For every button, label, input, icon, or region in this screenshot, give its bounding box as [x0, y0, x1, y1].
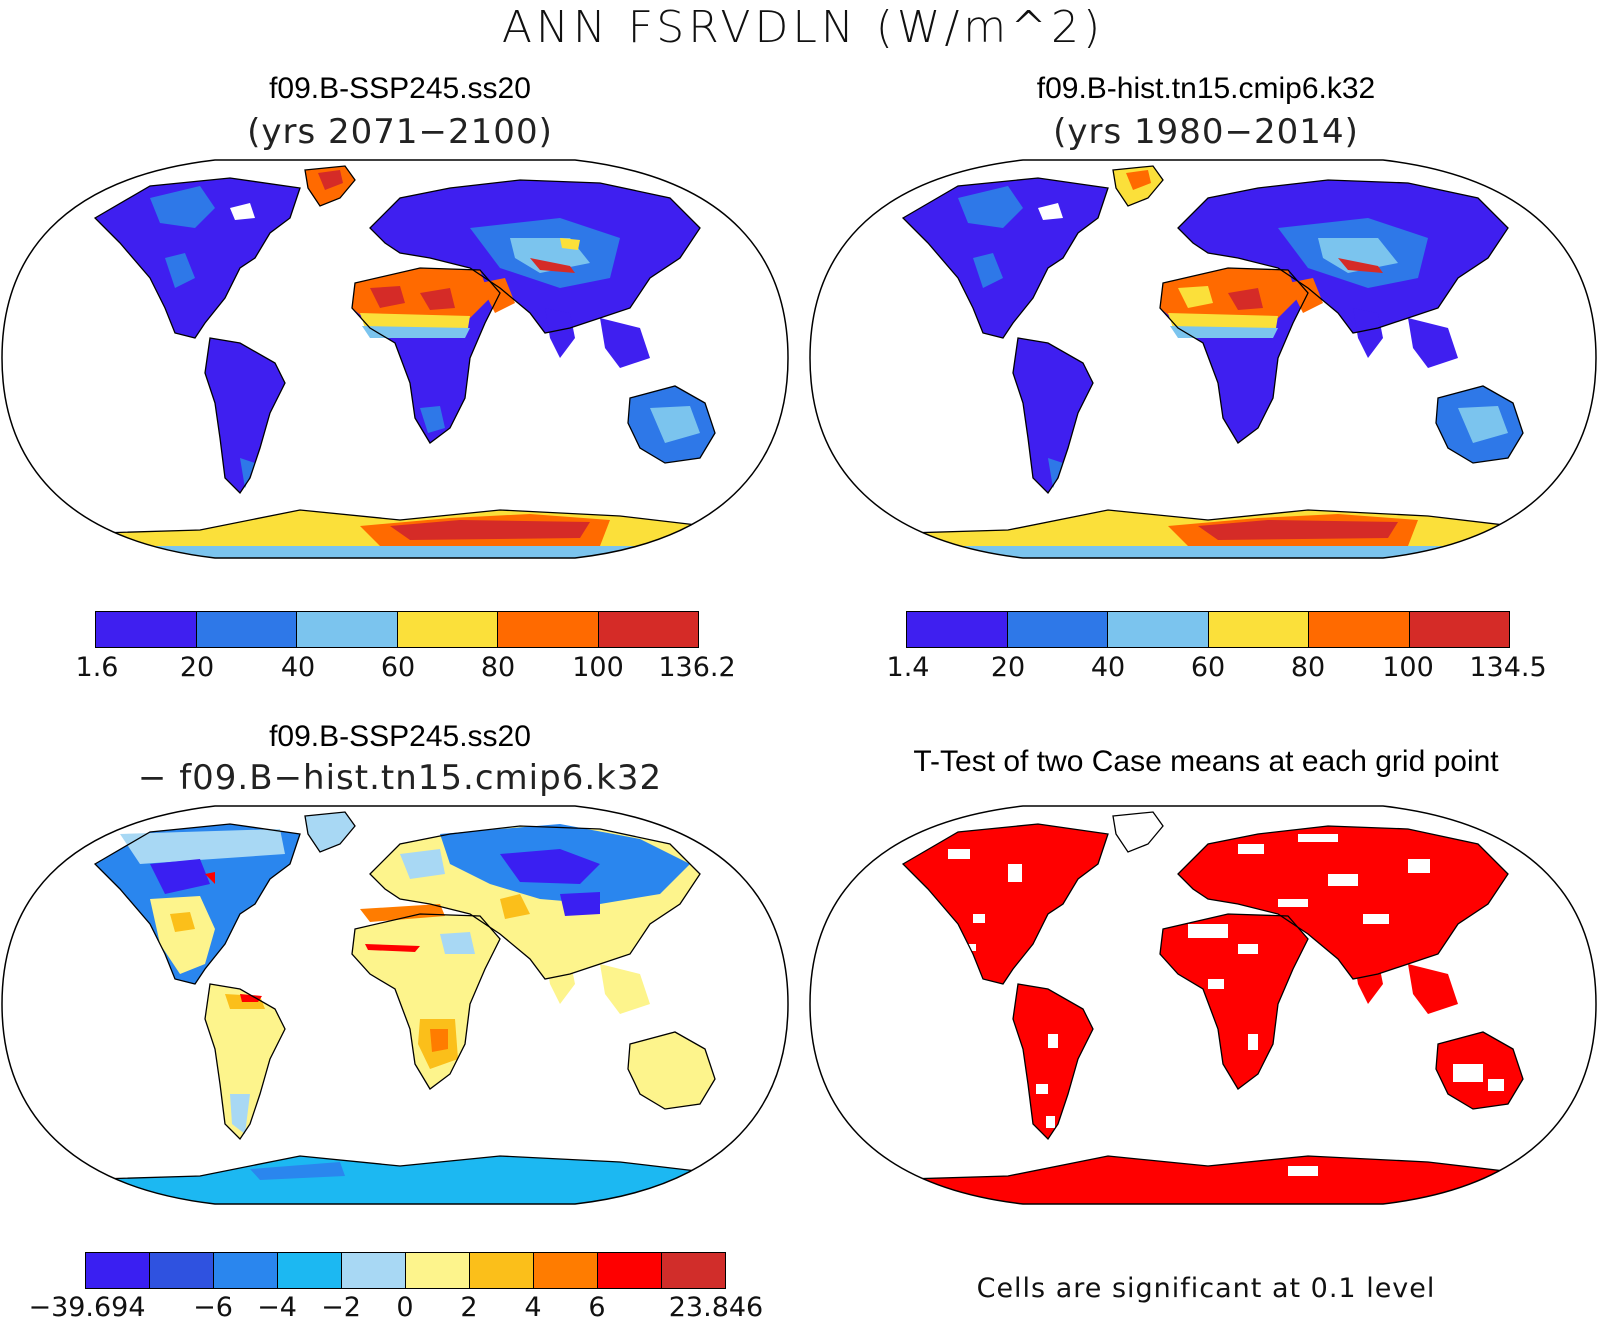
panel4-title: T-Test of two Case means at each grid po…	[913, 745, 1499, 778]
panel1-colorbar-label: 40	[280, 652, 316, 683]
panel3-map-svg	[1, 805, 789, 1205]
panel3-colorbar-swatch	[214, 1253, 278, 1288]
panel1-land	[2, 166, 788, 558]
panel4-map	[808, 804, 1598, 1211]
panel2-colorbar-label: 60	[1190, 652, 1226, 683]
panel1-colorbar-swatch	[397, 612, 498, 647]
panel2-map-svg	[809, 159, 1597, 559]
panel3-colorbar-swatch	[278, 1253, 342, 1288]
panel1-colorbar-swatch	[196, 612, 297, 647]
panel1-colorbar-swatch	[96, 612, 197, 647]
panel3-colorbar-swatch	[342, 1253, 406, 1288]
significance-note: Cells are significant at 0.1 level	[976, 1273, 1436, 1304]
panel2-map	[808, 158, 1598, 565]
panel1-colorbar	[95, 611, 699, 648]
panel1-colorbar-label: 1.6	[75, 652, 119, 683]
panel1-colorbar-label: 100	[572, 652, 624, 683]
panel3-title: f09.B-SSP245.ss20	[269, 720, 531, 753]
panel3-colorbar-label: −4	[257, 1292, 297, 1323]
panel3-colorbar-swatch	[470, 1253, 534, 1288]
panel2-colorbar-label: 80	[1290, 652, 1326, 683]
panel2-land	[810, 166, 1596, 558]
panel1-subtitle: (yrs 2071−2100)	[247, 112, 553, 152]
panel3-colorbar-label: 6	[588, 1292, 606, 1323]
panel2-colorbar	[906, 611, 1510, 648]
panel4-map-svg	[809, 805, 1597, 1205]
panel3-colorbar	[85, 1252, 726, 1289]
panel2-colorbar-label: 1.4	[886, 652, 930, 683]
panel3-colorbar-swatch	[406, 1253, 470, 1288]
panel1-colorbar-swatch	[297, 612, 398, 647]
panel4-land	[810, 812, 1596, 1204]
panel3-colorbar-label: −6	[193, 1292, 233, 1323]
panel2-colorbar-label: 134.5	[1469, 652, 1547, 683]
panel3-subtitle: − f09.B−hist.tn15.cmip6.k32	[137, 758, 663, 798]
panel3-map	[0, 804, 790, 1211]
panel3-colorbar-swatch	[86, 1253, 150, 1288]
panel3-colorbar-swatch	[662, 1253, 725, 1288]
panel3-colorbar-label: 23.846	[668, 1292, 764, 1323]
panel1-colorbar-label: 20	[179, 652, 215, 683]
panel2-colorbar-label: 40	[1090, 652, 1126, 683]
panel2-colorbar-label: 20	[990, 652, 1026, 683]
panel3-colorbar-label: −39.694	[28, 1292, 146, 1323]
panel3-colorbar-label: 0	[396, 1292, 414, 1323]
panel1-colorbar-swatch	[498, 612, 599, 647]
panel3-land	[2, 812, 788, 1204]
panel3-colorbar-label: 2	[460, 1292, 478, 1323]
panel1-colorbar-label: 80	[480, 652, 516, 683]
panel1-colorbar-label: 136.2	[658, 652, 736, 683]
panel3-colorbar-label: 4	[524, 1292, 542, 1323]
panel1-title: f09.B-SSP245.ss20	[269, 72, 531, 105]
panel2-subtitle: (yrs 1980−2014)	[1053, 112, 1359, 152]
panel2-colorbar-swatch	[1208, 612, 1309, 647]
panel2-colorbar-swatch	[1007, 612, 1108, 647]
panel1-map-svg	[1, 159, 789, 559]
panel2-colorbar-label: 100	[1382, 652, 1434, 683]
panel3-colorbar-swatch	[534, 1253, 598, 1288]
panel2-colorbar-swatch	[1309, 612, 1410, 647]
figure-title: ANN FSRVDLN (W/m^2)	[501, 2, 1105, 53]
panel3-colorbar-swatch	[598, 1253, 662, 1288]
panel3-colorbar-label: −2	[321, 1292, 361, 1323]
panel1-map	[0, 158, 790, 565]
panel1-colorbar-swatch	[598, 612, 698, 647]
panel3-colorbar-swatch	[150, 1253, 214, 1288]
panel2-colorbar-swatch	[1108, 612, 1209, 647]
panel2-colorbar-swatch	[907, 612, 1008, 647]
panel2-colorbar-swatch	[1409, 612, 1509, 647]
panel1-colorbar-label: 60	[380, 652, 416, 683]
panel2-title: f09.B-hist.tn15.cmip6.k32	[1036, 72, 1376, 105]
